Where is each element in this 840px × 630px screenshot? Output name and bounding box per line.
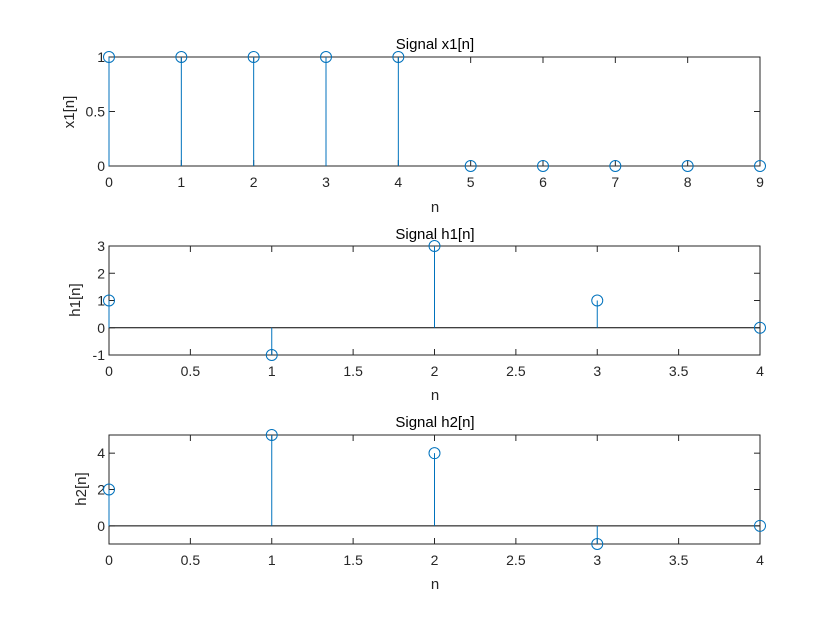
subplot-x1-xtick-label: 2 bbox=[250, 174, 258, 190]
subplot-h2-xtick-label: 0 bbox=[105, 552, 113, 568]
subplot-h1-ytick-label: 2 bbox=[97, 265, 105, 281]
subplot-h2-ytick-label: 4 bbox=[97, 445, 105, 461]
subplot-x1-marker bbox=[320, 51, 332, 63]
subplot-h1-xtick-label: 1 bbox=[268, 363, 276, 379]
subplot-h1-marker bbox=[265, 349, 278, 361]
subplot-x1-ylabel: x1[n] bbox=[61, 96, 78, 129]
subplot-x1-ytick-label: 0 bbox=[97, 158, 105, 174]
subplot-x1-marker bbox=[392, 51, 405, 63]
subplot-h1-xtick-label: 2 bbox=[431, 363, 439, 379]
subplot-x1-marker bbox=[247, 51, 260, 63]
subplot-h2-xtick-label: 4 bbox=[756, 552, 764, 568]
subplot-h2-xtick-label: 3.5 bbox=[669, 552, 689, 568]
subplot-h2-marker bbox=[591, 538, 604, 550]
subplot-x1-marker bbox=[175, 51, 188, 63]
subplot-h1-xtick-label: 0 bbox=[105, 363, 113, 379]
subplot-x1-marker bbox=[103, 51, 115, 63]
subplot-h1-ytick-label: 1 bbox=[97, 293, 105, 309]
subplot-x1-xlabel: n bbox=[431, 199, 439, 216]
subplot-h1-ytick-label: -1 bbox=[93, 347, 106, 363]
subplot-x1-xtick-label: 8 bbox=[684, 174, 692, 190]
subplot-h1-xtick-label: 0.5 bbox=[181, 363, 201, 379]
subplot-h1-xtick-label: 3 bbox=[593, 363, 601, 379]
subplot-x1-xtick-label: 3 bbox=[322, 174, 330, 190]
subplot-h2-ylabel: h2[n] bbox=[73, 472, 90, 505]
subplot-x1-ytick-label: 1 bbox=[97, 49, 105, 65]
subplot-h2-marker bbox=[265, 429, 278, 441]
subplot-h2-xtick-label: 1 bbox=[268, 552, 276, 568]
subplot-h1-xtick-label: 1.5 bbox=[343, 363, 363, 379]
subplot-x1-xtick-label: 5 bbox=[467, 174, 475, 190]
subplot-h1-title: Signal h1[n] bbox=[395, 226, 474, 243]
subplot-h1-ylabel: h1[n] bbox=[67, 283, 84, 316]
subplot-h1-marker bbox=[591, 294, 604, 307]
subplot-x1-marker bbox=[681, 160, 694, 172]
subplot-x1-xtick-label: 4 bbox=[394, 174, 402, 190]
subplot-x1-ytick-label: 0.5 bbox=[86, 104, 106, 120]
subplot-x1-marker bbox=[754, 160, 766, 172]
subplot-h2-ytick-label: 2 bbox=[97, 482, 105, 498]
subplot-h2-xtick-label: 0.5 bbox=[181, 552, 201, 568]
subplot-x1: Signal x1[n] x1[n] n 0 1 2 3 4 5 6 7 8 9 0 0.5 1 bbox=[61, 36, 766, 216]
subplot-h2-xlabel: n bbox=[431, 576, 439, 593]
subplot-h2-xtick-label: 3 bbox=[593, 552, 601, 568]
subplot-h2-ytick-label: 0 bbox=[97, 518, 105, 534]
subplot-h2-marker bbox=[428, 447, 441, 460]
subplot-h1-marker bbox=[103, 294, 115, 307]
subplot-h2-xtick-label: 2 bbox=[431, 552, 439, 568]
subplot-h1-xtick-label: 2.5 bbox=[506, 363, 526, 379]
subplot-h2-xtick-label: 2.5 bbox=[506, 552, 526, 568]
subplot-h2-title: Signal h2[n] bbox=[395, 414, 474, 431]
subplot-h1: Signal h1[n] h1[n] n 0 0.5 1 1.5 2 2.5 3 3.5 4 -1… bbox=[67, 226, 766, 404]
subplot-x1-marker bbox=[537, 160, 549, 172]
subplot-h1-ytick-label: 3 bbox=[97, 238, 105, 254]
subplot-h1-marker bbox=[754, 321, 766, 334]
subplot-x1-title: Signal x1[n] bbox=[396, 36, 474, 53]
subplot-h1-xtick-label: 4 bbox=[756, 363, 764, 379]
subplot-x1-xtick-label: 0 bbox=[105, 174, 113, 190]
subplot-h1-ytick-label: 0 bbox=[97, 320, 105, 336]
subplot-x1-xtick-label: 1 bbox=[177, 174, 185, 190]
subplot-h2: Signal h2[n] h2[n] n 0 0.5 1 1.5 2 2.5 3 3.5 4 0 2… bbox=[73, 414, 766, 593]
subplot-x1-xtick-label: 7 bbox=[611, 174, 619, 190]
subplot-h1-xtick-label: 3.5 bbox=[669, 363, 689, 379]
subplot-x1-xtick-label: 9 bbox=[756, 174, 764, 190]
subplot-h1-marker bbox=[428, 240, 441, 252]
subplot-h2-marker bbox=[754, 519, 766, 532]
subplot-h2-xtick-label: 1.5 bbox=[343, 552, 363, 568]
subplot-x1-marker bbox=[609, 160, 622, 172]
subplot-h2-marker bbox=[103, 483, 115, 496]
subplot-x1-marker bbox=[464, 160, 477, 172]
subplot-x1-xtick-label: 6 bbox=[539, 174, 547, 190]
subplot-h1-xlabel: n bbox=[431, 387, 439, 404]
